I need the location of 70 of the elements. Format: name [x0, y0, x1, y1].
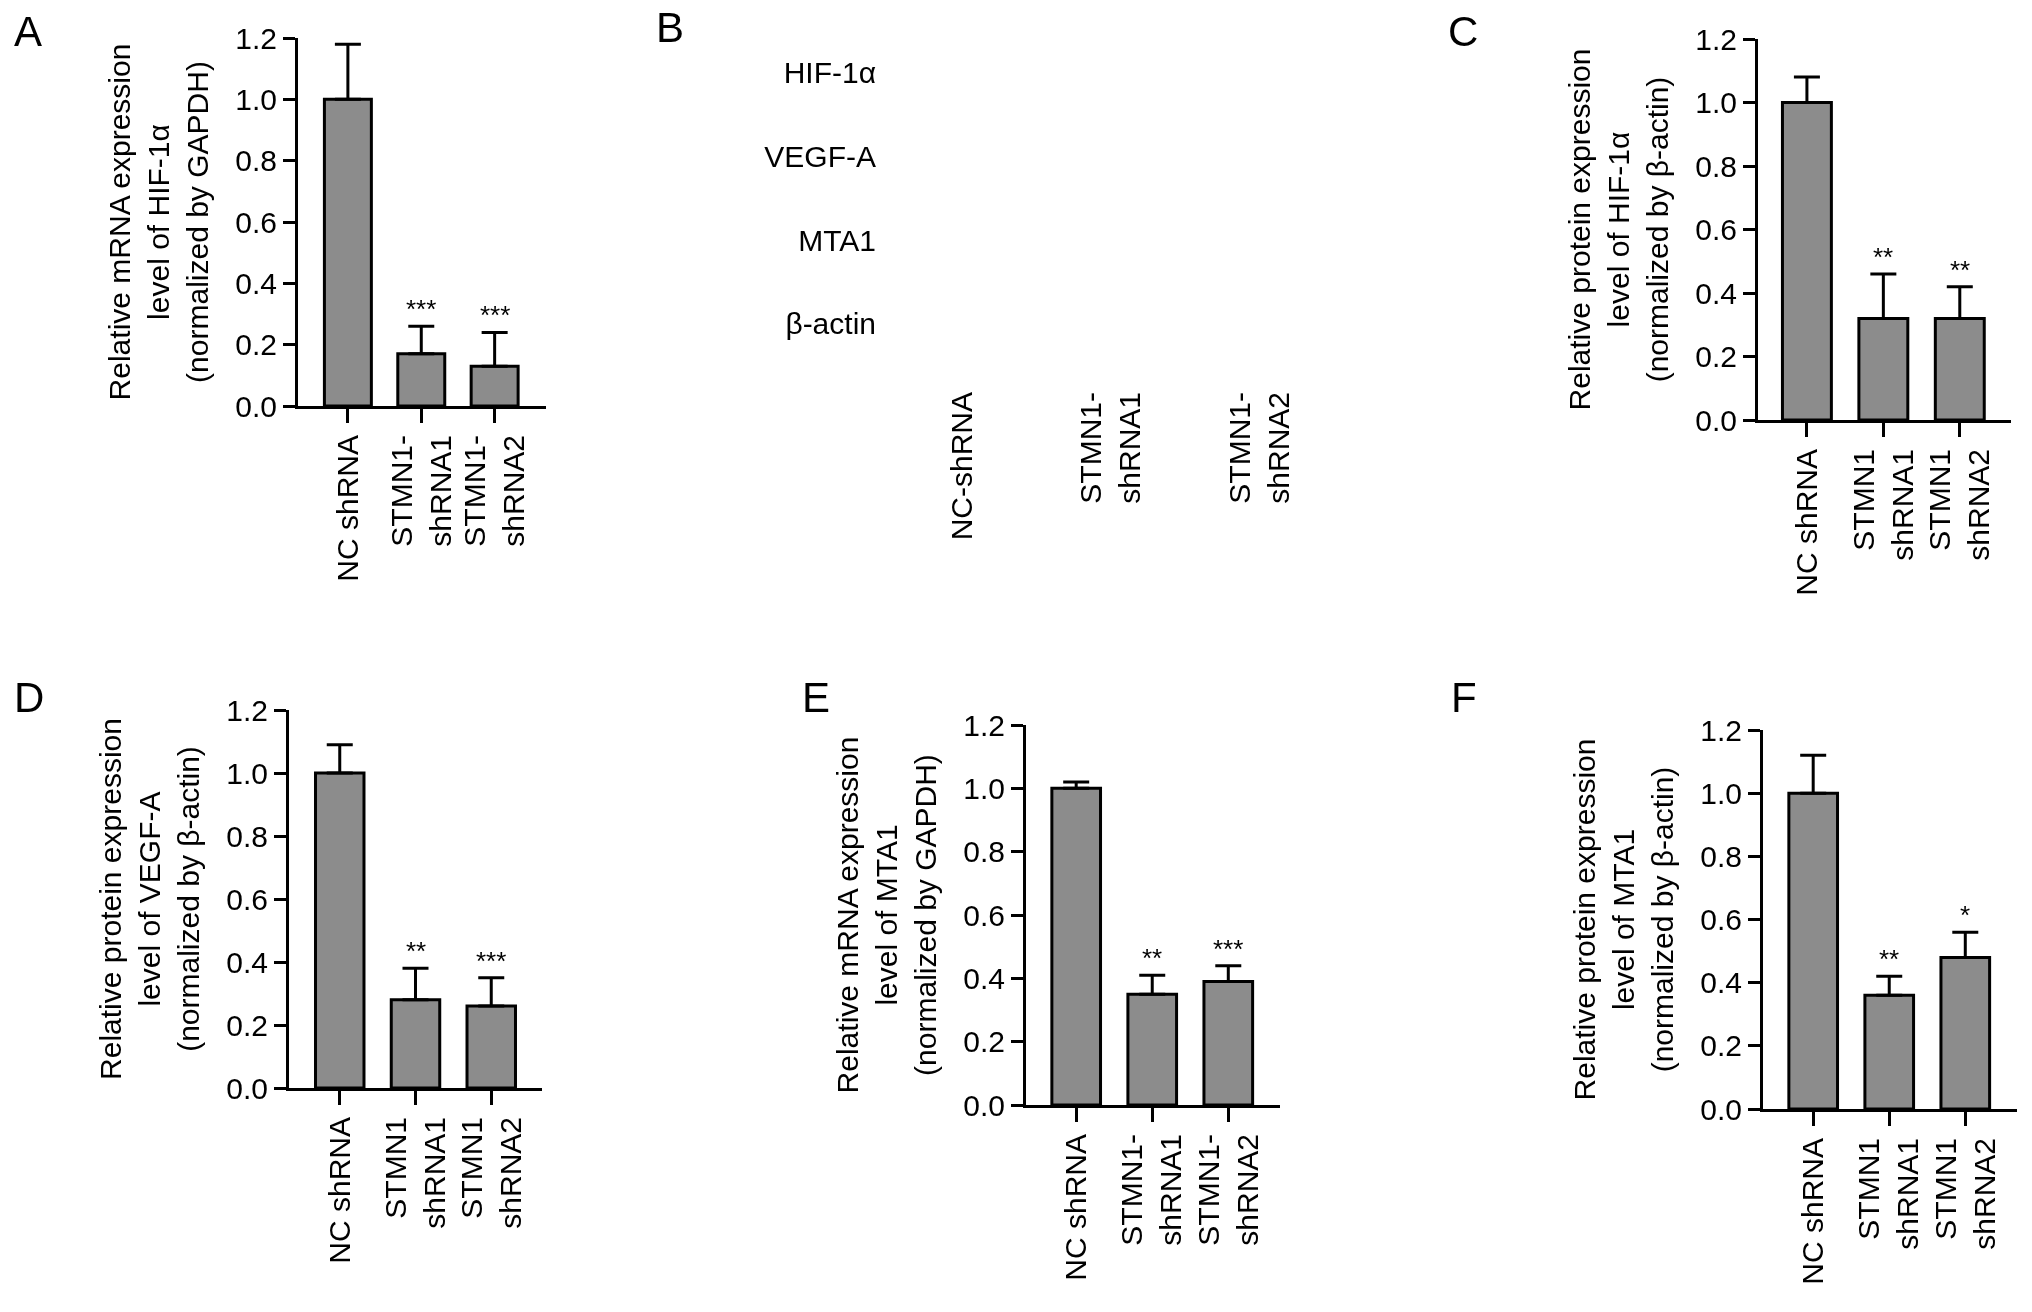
y-axis-title: Relative protein expression level of VEGF-A (normalized by β-actin)	[94, 718, 206, 1080]
y-tick-label: 0.6	[235, 205, 277, 239]
y-tick-label: 0.2	[1695, 340, 1737, 373]
y-tick-label: 0.8	[963, 835, 1005, 869]
x-tick-label: NC shRNA	[322, 1117, 356, 1264]
annotation: ***	[480, 300, 511, 330]
y-tick-label: 1.2	[226, 693, 268, 727]
text: B	[656, 4, 685, 51]
y-tick-label: 0.4	[235, 266, 277, 300]
y-tick-label: 1.2	[963, 708, 1005, 742]
y-tick-label: 0.6	[1695, 213, 1737, 246]
y-tick-label: 0.2	[235, 328, 277, 362]
x-tick-label: NC shRNA	[330, 435, 364, 582]
annotation: *	[1960, 900, 1971, 930]
y-tick-label: 0.0	[1695, 403, 1737, 437]
annotation: **	[1879, 944, 1900, 974]
annotation: **	[1142, 943, 1163, 973]
y-tick-label: 1.0	[226, 756, 268, 790]
y-tick-label: 0.6	[226, 882, 268, 916]
x-tick-label: STMN1- shRNA1	[1115, 1134, 1188, 1246]
y-tick-label: 1.0	[1700, 776, 1742, 810]
chart-title: D	[14, 674, 45, 721]
y-tick-label: 0.8	[1695, 149, 1737, 183]
y-tick-label: 0.0	[226, 1071, 268, 1105]
chart-title: A	[14, 8, 43, 55]
x-tick-label: STMN1 shRNA1	[1852, 1138, 1925, 1250]
y-tick-label: 0.4	[963, 961, 1005, 995]
x-tick-label: STMN1 shRNA1	[1846, 449, 1919, 561]
x-tick-label: NC shRNA	[1058, 1134, 1092, 1281]
chart-title: F	[1451, 674, 1477, 721]
annotation: ***	[1213, 934, 1244, 964]
y-tick-label: 0.2	[1700, 1029, 1742, 1063]
y-tick-label: 1.0	[1695, 86, 1737, 119]
x-tick-label: STMN1- shRNA1	[384, 435, 457, 547]
y-tick-label: 0.0	[1700, 1092, 1742, 1126]
annotation: **	[406, 936, 427, 966]
chart-title: E	[802, 674, 831, 721]
category-label: β-actin	[785, 307, 876, 341]
y-axis-title: Relative protein expression level of MTA1 (normalized by β-actin)	[1568, 738, 1680, 1101]
category-label: NC-shRNA	[944, 392, 978, 541]
y-tick-label: 0.8	[1700, 839, 1742, 873]
chart-title: C	[1448, 8, 1479, 55]
y-tick-label: 0.6	[1700, 903, 1742, 936]
annotation: ***	[406, 294, 437, 324]
y-axis-title: Relative mRNA expression level of MTA1 (normalized by GAPDH)	[831, 736, 943, 1094]
category-label: MTA1	[798, 223, 876, 257]
y-tick-label: 0.2	[226, 1008, 268, 1042]
y-tick-label: 1.2	[1700, 713, 1742, 747]
x-tick-label: NC shRNA	[1789, 449, 1823, 596]
y-tick-label: 0.6	[963, 898, 1005, 932]
y-axis-title: Relative protein expression level of HIF-1α (normalized by β-actin)	[1563, 48, 1675, 411]
y-tick-label: 1.2	[1695, 22, 1737, 56]
category-label: VEGF-A	[764, 139, 876, 173]
x-tick-label: STMN1 shRNA1	[378, 1117, 451, 1229]
annotation: ***	[476, 946, 507, 976]
y-tick-label: 0.8	[235, 144, 277, 178]
y-tick-label: 1.0	[963, 771, 1005, 805]
category-label: HIF-1α	[783, 56, 876, 90]
y-tick-label: 1.2	[235, 21, 277, 55]
y-tick-label: 0.2	[963, 1025, 1005, 1059]
y-tick-label: 0.0	[963, 1088, 1005, 1122]
y-tick-label: 0.8	[226, 819, 268, 853]
y-tick-label: 0.4	[1700, 966, 1742, 1000]
y-axis-title: Relative mRNA expression level of HIF-1α (normalized by GAPDH)	[103, 43, 215, 401]
x-tick-label: NC shRNA	[1795, 1138, 1829, 1285]
annotation: **	[1950, 255, 1971, 285]
y-tick-label: 0.4	[226, 945, 268, 979]
annotation: **	[1873, 242, 1894, 272]
y-tick-label: 1.0	[235, 82, 277, 116]
y-tick-label: 0.4	[1695, 276, 1737, 310]
